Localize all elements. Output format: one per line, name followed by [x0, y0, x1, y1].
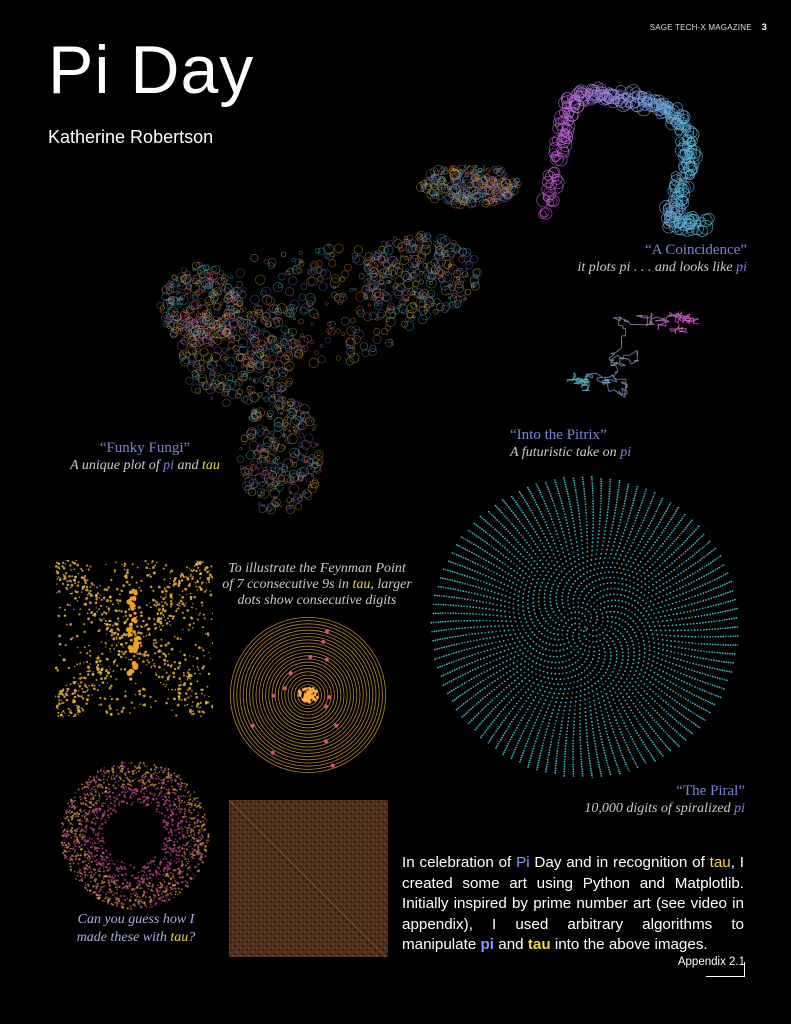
body-text-5: into the above images.	[550, 936, 708, 953]
feynman-caption-line2-end: , larger	[370, 577, 412, 592]
piral-caption-title: “The Piral”	[676, 783, 745, 799]
body-text-4: and	[494, 936, 528, 953]
body-text-2: Day and in recognition of	[529, 854, 710, 871]
body-text-3: , I created some art using Python and Ma…	[402, 854, 744, 953]
guess-caption: Can you guess how I made these with tau?	[56, 911, 216, 947]
tau-feynman-spiral-art	[230, 617, 386, 773]
fungi-caption-text: A unique plot of	[70, 458, 164, 473]
fungi-caption: “Funky Fungi” A unique plot of pi and ta…	[60, 439, 230, 475]
page-number: 3	[761, 22, 767, 32]
tau-word: tau	[170, 930, 189, 945]
guess-caption-line2: made these with	[76, 930, 171, 945]
tau-ring-art	[60, 761, 210, 910]
tau-hourglass-art	[55, 560, 213, 717]
feynman-caption-line1: To illustrate the Feynman Point	[228, 561, 406, 576]
fungi-art	[156, 165, 522, 515]
guess-caption-line2-end: ?	[188, 930, 196, 945]
pi-word: pi	[620, 445, 632, 460]
piral-caption: “The Piral” 10,000 digits of spiralized …	[584, 782, 745, 818]
coincidence-caption-title: “A Coincidence”	[644, 242, 747, 258]
pitrix-art	[566, 311, 699, 398]
magazine-name: SAGE TECH-X MAGAZINE	[649, 23, 752, 32]
fungi-caption-title: “Funky Fungi”	[99, 440, 191, 456]
coincidence-art	[536, 81, 715, 237]
tau-grid-art	[229, 800, 388, 957]
feynman-caption-line2: of 7 cconsecutive 9s in	[222, 577, 353, 592]
article-title: Pi Day	[48, 32, 255, 108]
piral-art	[430, 475, 739, 779]
appendix-corner-mark	[706, 962, 745, 977]
feynman-caption: To illustrate the Feynman Point of 7 cco…	[214, 561, 420, 609]
pitrix-caption-title: “Into the Pitrix”	[510, 427, 607, 443]
pi-word: pi	[734, 801, 745, 816]
tau-word: tau	[202, 458, 220, 473]
body-paragraph: In celebration of Pi Day and in recognit…	[402, 853, 744, 956]
tau-word: tau	[709, 854, 731, 871]
tau-word: tau	[527, 936, 551, 953]
magazine-header: SAGE TECH-X MAGAZINE 3	[650, 22, 767, 32]
feynman-caption-line3: dots show consecutive digits	[237, 593, 397, 608]
coincidence-caption: “A Coincidence” it plots pi . . . and lo…	[577, 241, 747, 277]
tau-word: tau	[352, 577, 371, 592]
pitrix-caption-text: A futuristic take on	[510, 445, 621, 460]
guess-caption-line1: Can you guess how I	[77, 912, 195, 927]
pi-word: pi	[163, 458, 175, 473]
body-text-1: In celebration of	[402, 854, 517, 871]
piral-caption-text: 10,000 digits of spiralized	[584, 801, 735, 816]
appendix-link[interactable]: Appendix 2.1	[677, 956, 745, 968]
article-author: Katherine Robertson	[48, 127, 214, 147]
coincidence-caption-text: it plots pi . . . and looks like	[577, 260, 737, 275]
pitrix-caption: “Into the Pitrix” A futuristic take on p…	[510, 426, 631, 462]
pi-word: pi	[480, 936, 495, 953]
pi-word: Pi	[516, 854, 530, 871]
fungi-caption-and: and	[174, 458, 203, 473]
pi-word: pi	[736, 260, 747, 275]
